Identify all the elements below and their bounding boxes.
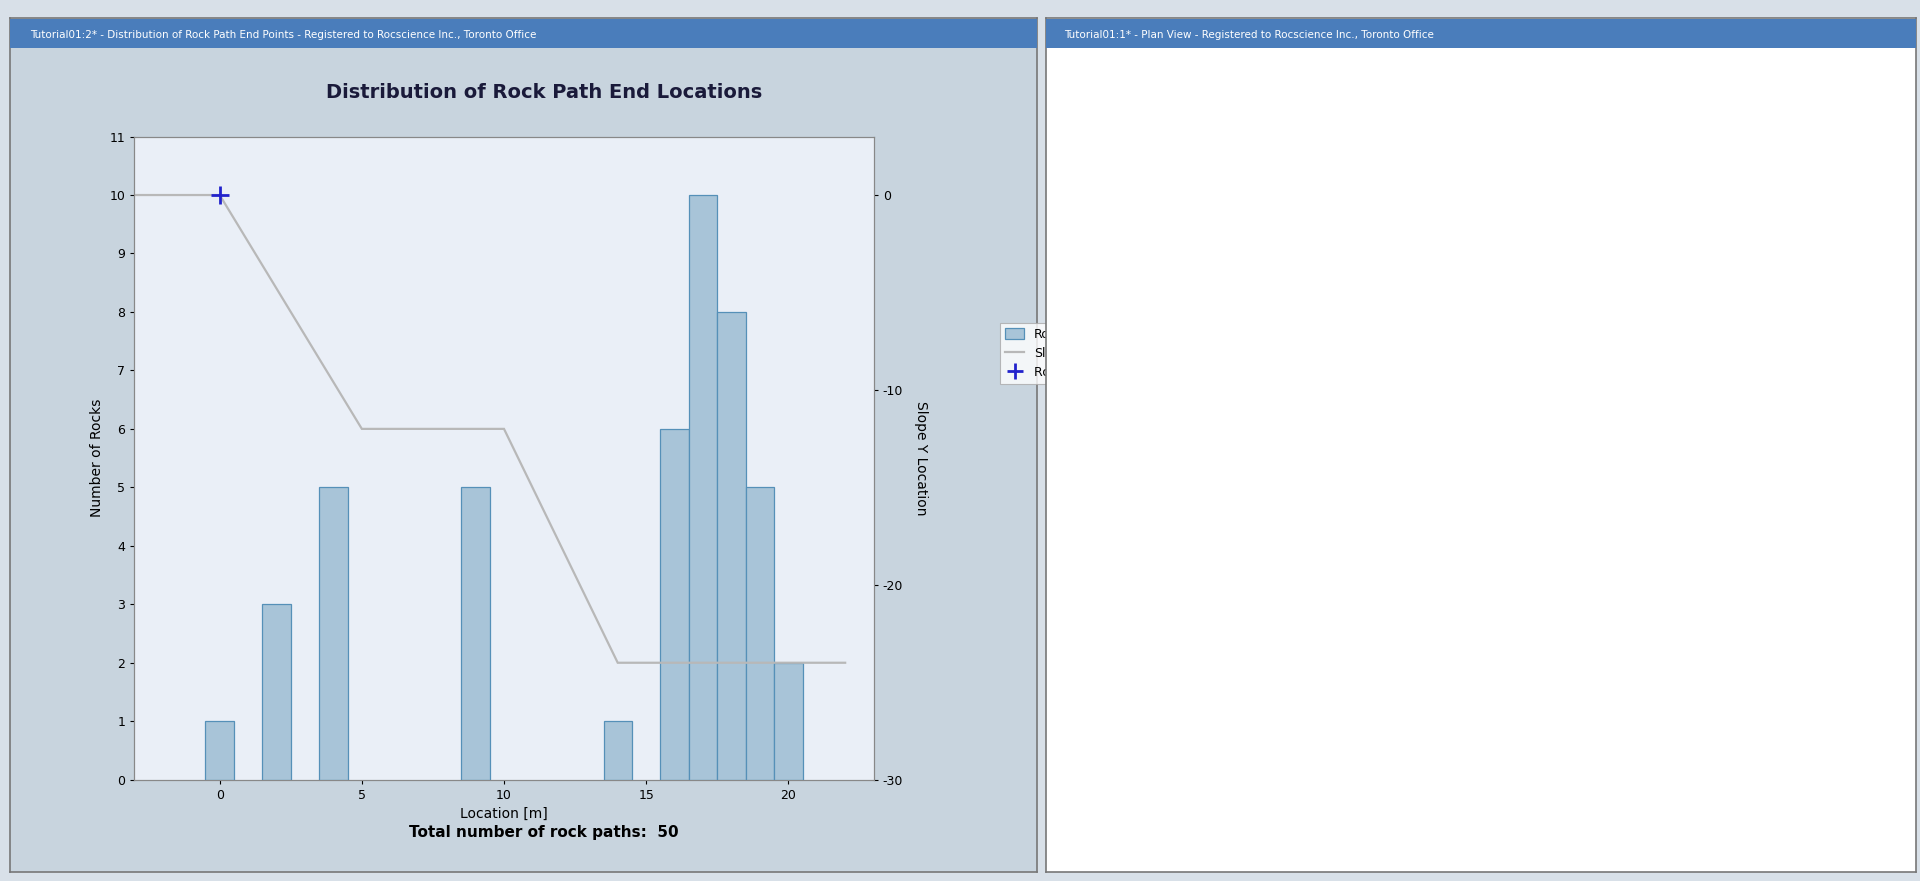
Bar [461,487,490,780]
Bar [263,604,290,780]
Text: Tutorial01:2* - Distribution of Rock Path End Points - Registered to Rocscience : Tutorial01:2* - Distribution of Rock Pat… [31,30,536,41]
Bar [774,663,803,780]
Legend: Rocks, Slope, Rock Start: Rocks, Slope, Rock Start [1000,322,1104,384]
Bar [319,487,348,780]
Bar [603,722,632,780]
X-axis label: Location [m]: Location [m] [461,807,547,821]
Y-axis label: Slope Y Location: Slope Y Location [914,401,927,515]
Bar [745,487,774,780]
Bar [660,429,689,780]
Bar [689,195,718,780]
Bar [718,312,745,780]
Text: Distribution of Rock Path End Locations: Distribution of Rock Path End Locations [326,83,762,102]
Bar [205,722,234,780]
Y-axis label: Number of Rocks: Number of Rocks [90,399,104,517]
Text: Tutorial01:1* - Plan View - Registered to Rocscience Inc., Toronto Office: Tutorial01:1* - Plan View - Registered t… [1064,30,1434,41]
Text: Total number of rock paths:  50: Total number of rock paths: 50 [409,825,678,840]
